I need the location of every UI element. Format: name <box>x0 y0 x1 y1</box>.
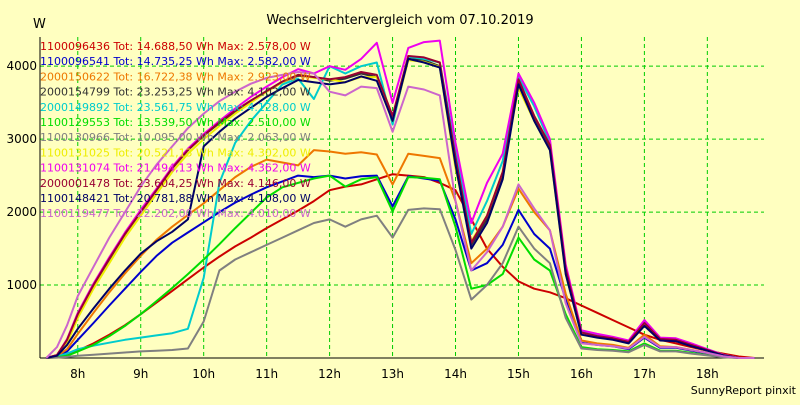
legend-entry-2: 1100096541 Tot: 14.735,25 Wh Max: 2.582,… <box>40 55 311 68</box>
footer-credit: SunnyReport pinxit <box>691 384 797 397</box>
legend-entry-10: 2000001478 Tot: 23.604,25 Wh Max: 4.146,… <box>40 177 311 190</box>
x-tick-label: 13h <box>381 367 404 381</box>
legend-entry-6: 1100129553 Tot: 13.539,50 Wh Max: 2.510,… <box>40 116 311 129</box>
legend-entry-4: 2000154799 Tot: 23.253,25 Wh Max: 4.102,… <box>40 86 311 99</box>
y-tick-label: 3000 <box>6 132 37 146</box>
x-tick-label: 9h <box>133 367 148 381</box>
x-tick-label: 18h <box>696 367 719 381</box>
series-line-9 <box>46 39 755 359</box>
legend-entry-8: 1100131025 Tot: 20.521,13 Wh Max: 4.302,… <box>40 146 311 159</box>
x-tick-label: 16h <box>570 367 593 381</box>
x-tick-label: 12h <box>318 367 341 381</box>
grid <box>40 37 764 358</box>
series-line-12 <box>45 71 755 359</box>
y-tick-label: 2000 <box>6 205 37 219</box>
chart-title: Wechselrichtervergleich vom 07.10.2019 <box>266 13 533 28</box>
x-tick-label: 11h <box>255 367 278 381</box>
y-axis-unit: W <box>33 17 46 32</box>
legend-entry-9: 1100131074 Tot: 21.494,13 Wh Max: 4.362,… <box>40 162 311 175</box>
legend-entry-7: 1100130966 Tot: 10.095,00 Wh Max: 2.063,… <box>40 131 311 144</box>
legend: 1100096436 Tot: 14.688,50 Wh Max: 2.578,… <box>40 40 311 220</box>
legend-entry-12: 1100119477 Tot: 22.202,00 Wh Max: 4.010,… <box>40 207 311 220</box>
series-line-10 <box>46 55 755 359</box>
x-tick-label: 17h <box>633 367 656 381</box>
x-tick-label: 14h <box>444 367 467 381</box>
x-tick-label: 10h <box>192 367 215 381</box>
axes: 8h 9h 10h 11h 12h 13h 14h 15h 16h 17h 18h 1000 2000 3… <box>6 37 764 381</box>
legend-entry-5: 2000149892 Tot: 23.561,75 Wh Max: 4.128,… <box>40 101 311 114</box>
x-tick-label: 8h <box>70 367 85 381</box>
legend-entry-11: 1100148421 Tot: 20.781,88 Wh Max: 4.108,… <box>40 192 311 205</box>
series-line-11 <box>46 57 755 359</box>
y-tick-label: 4000 <box>6 59 37 73</box>
series-line-7 <box>46 207 755 359</box>
x-tick-label: 15h <box>507 367 530 381</box>
series-lines <box>45 39 755 359</box>
y-tick-label: 1000 <box>6 278 37 292</box>
legend-entry-1: 1100096436 Tot: 14.688,50 Wh Max: 2.578,… <box>40 40 311 53</box>
legend-entry-3: 2000150622 Tot: 16.722,38 Wh Max: 2.923,… <box>40 70 311 83</box>
